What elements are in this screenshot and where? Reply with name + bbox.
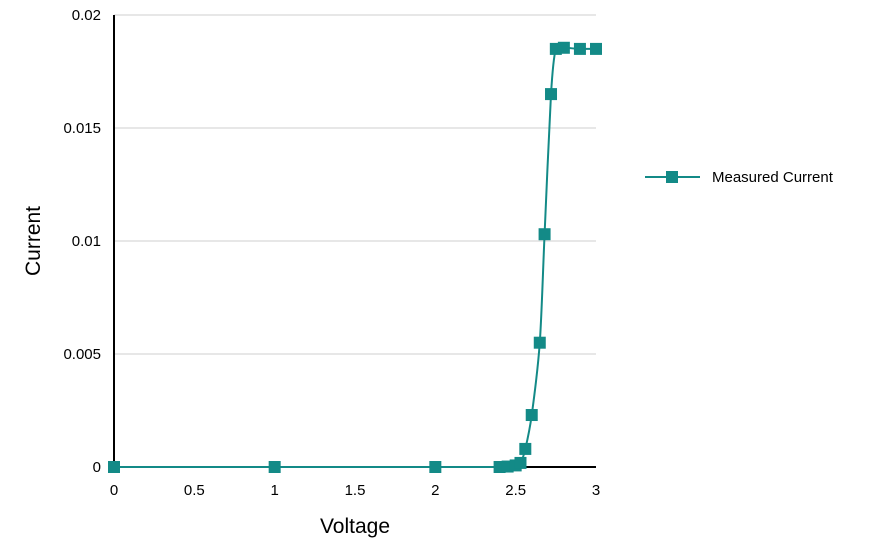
- x-tick-label-1: 0.5: [184, 482, 205, 499]
- data-point-0: [108, 461, 120, 473]
- legend-label: Measured Current: [712, 169, 834, 186]
- y-tick-label-2: 0.01: [72, 233, 101, 250]
- x-tick-label-3: 1.5: [345, 482, 366, 499]
- y-tick-label-0: 0: [93, 459, 101, 476]
- data-point-4: [501, 460, 514, 473]
- data-point-10: [538, 228, 551, 241]
- y-axis-title: Current: [22, 206, 45, 276]
- data-point-14: [573, 42, 586, 55]
- x-tick-labels: 0 0.5 1 1.5 2 2.5 3: [110, 482, 600, 499]
- data-point-9: [533, 336, 546, 349]
- x-axis-title: Voltage: [320, 515, 390, 538]
- x-tick-label-4: 2: [431, 482, 439, 499]
- x-tick-label-2: 1: [270, 482, 278, 499]
- data-point-6: [514, 456, 527, 469]
- data-point-15: [590, 42, 602, 55]
- x-tick-label-5: 2.5: [505, 482, 526, 499]
- series-line-measured-current: [113, 46, 596, 469]
- data-point-13: [557, 41, 570, 54]
- legend-marker-swatch: [666, 171, 678, 183]
- y-tick-label-1: 0.005: [63, 346, 101, 363]
- x-tick-label-0: 0: [110, 482, 118, 499]
- data-point-1: [268, 461, 281, 473]
- y-tick-label-4: 0.02: [72, 7, 101, 24]
- grid-lines: [114, 14, 596, 355]
- data-point-11: [545, 88, 558, 101]
- y-tick-label-3: 0.015: [63, 120, 101, 137]
- x-tick-label-6: 3: [592, 482, 600, 499]
- series-group: [108, 41, 602, 473]
- data-point-2: [429, 461, 442, 473]
- legend: Measured Current: [645, 169, 834, 186]
- data-point-8: [525, 409, 538, 422]
- y-tick-labels: 0 0.005 0.01 0.015 0.02: [63, 7, 101, 476]
- data-point-7: [519, 442, 532, 455]
